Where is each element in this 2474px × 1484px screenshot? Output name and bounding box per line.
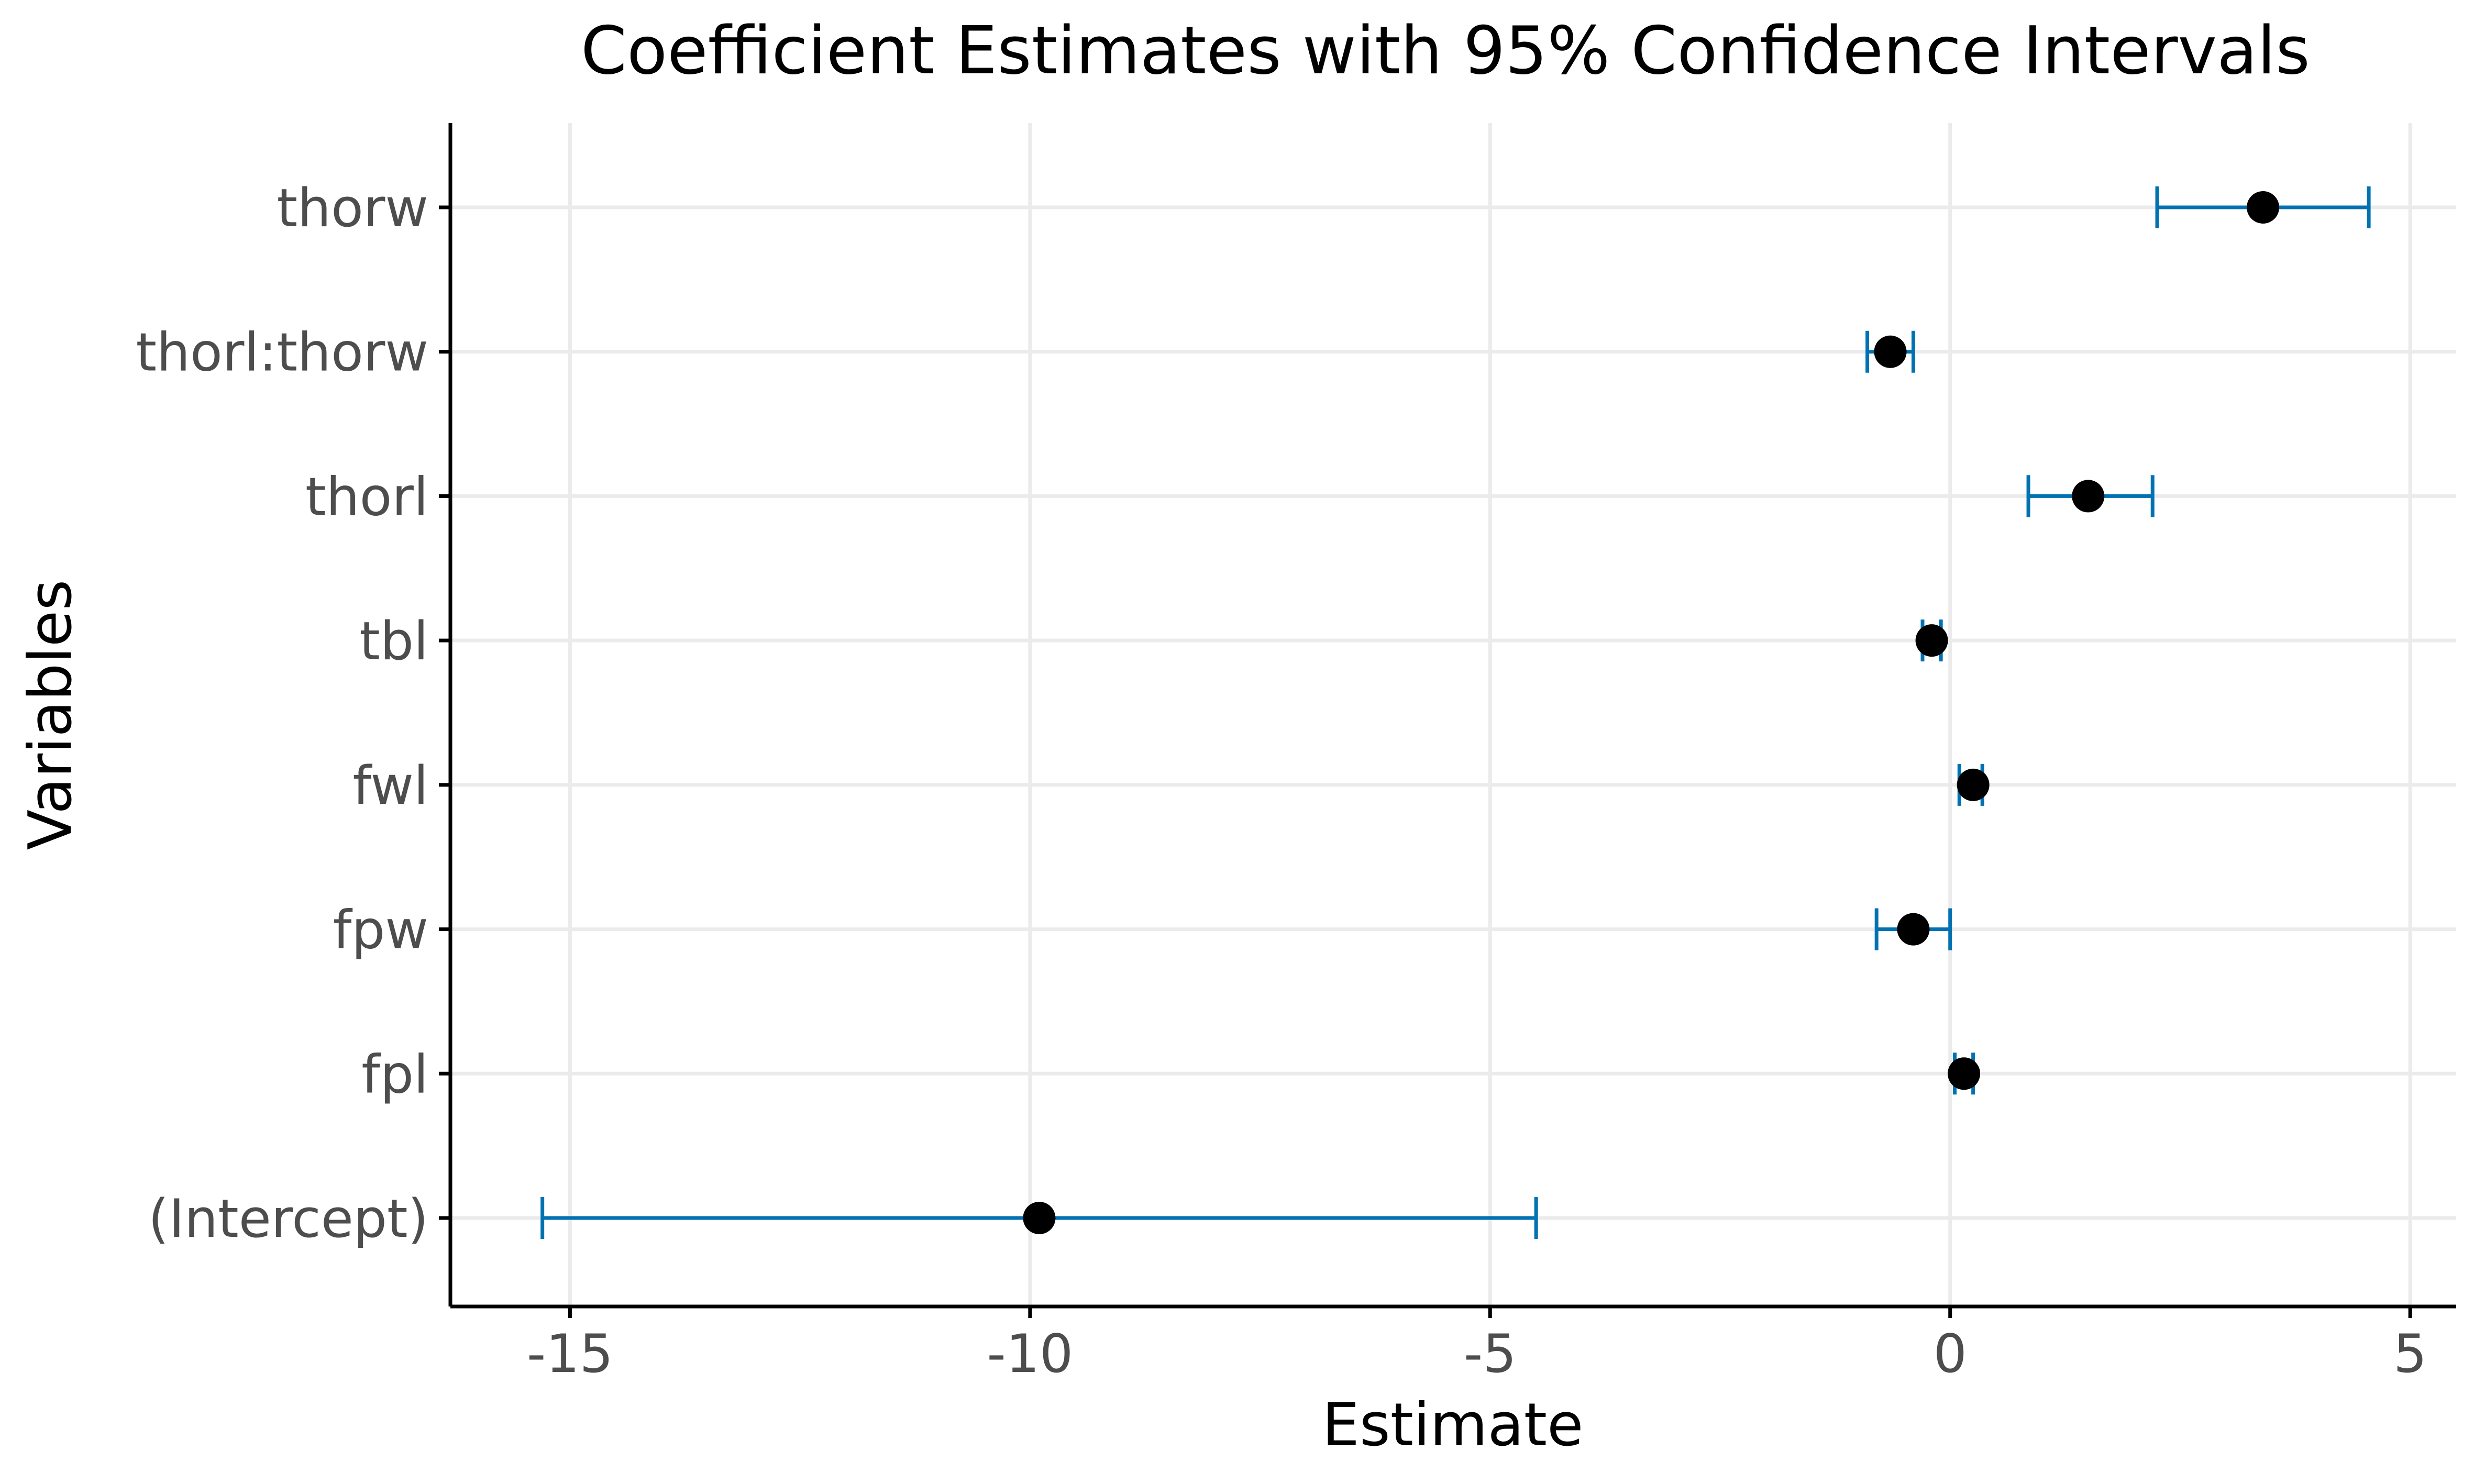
y-tick-label: thorw xyxy=(277,177,428,239)
y-tick-label: fpl xyxy=(361,1043,428,1105)
x-tick-label: 0 xyxy=(1934,1323,1967,1385)
y-tick-label: (Intercept) xyxy=(148,1188,428,1249)
x-tick-label: -5 xyxy=(1464,1323,1517,1385)
data-point xyxy=(1957,768,1990,801)
errorbar-layer xyxy=(540,186,2371,1239)
point-layer xyxy=(1023,191,2280,1234)
data-point xyxy=(1915,624,1948,657)
data-point xyxy=(1023,1202,1056,1234)
x-tick-label: -10 xyxy=(987,1323,1073,1385)
y-tick-label: thorl xyxy=(305,466,428,527)
chart-title: Coefficient Estimates with 95% Confidenc… xyxy=(581,12,2310,89)
grid-layer xyxy=(450,123,2456,1306)
axis-layer xyxy=(439,123,2456,1318)
data-point xyxy=(1948,1057,1981,1090)
y-tick-label: fwl xyxy=(353,755,428,816)
x-tick-label: -15 xyxy=(527,1323,613,1385)
data-point xyxy=(1874,335,1907,368)
x-tick-label: 5 xyxy=(2393,1323,2427,1385)
y-axis-title: Variables xyxy=(16,580,85,850)
data-point xyxy=(2072,480,2105,513)
x-axis-title: Estimate xyxy=(1322,1390,1583,1459)
data-point xyxy=(2247,191,2280,224)
label-layer: -15 -10 -5 0 5 (Intercept) fpl fpw fwl tbl thorl th… xyxy=(136,177,2427,1385)
y-tick-label: fpw xyxy=(333,899,428,961)
y-tick-label: tbl xyxy=(359,610,428,672)
y-tick-label: thorl:thorw xyxy=(136,322,428,383)
data-point xyxy=(1897,913,1930,946)
